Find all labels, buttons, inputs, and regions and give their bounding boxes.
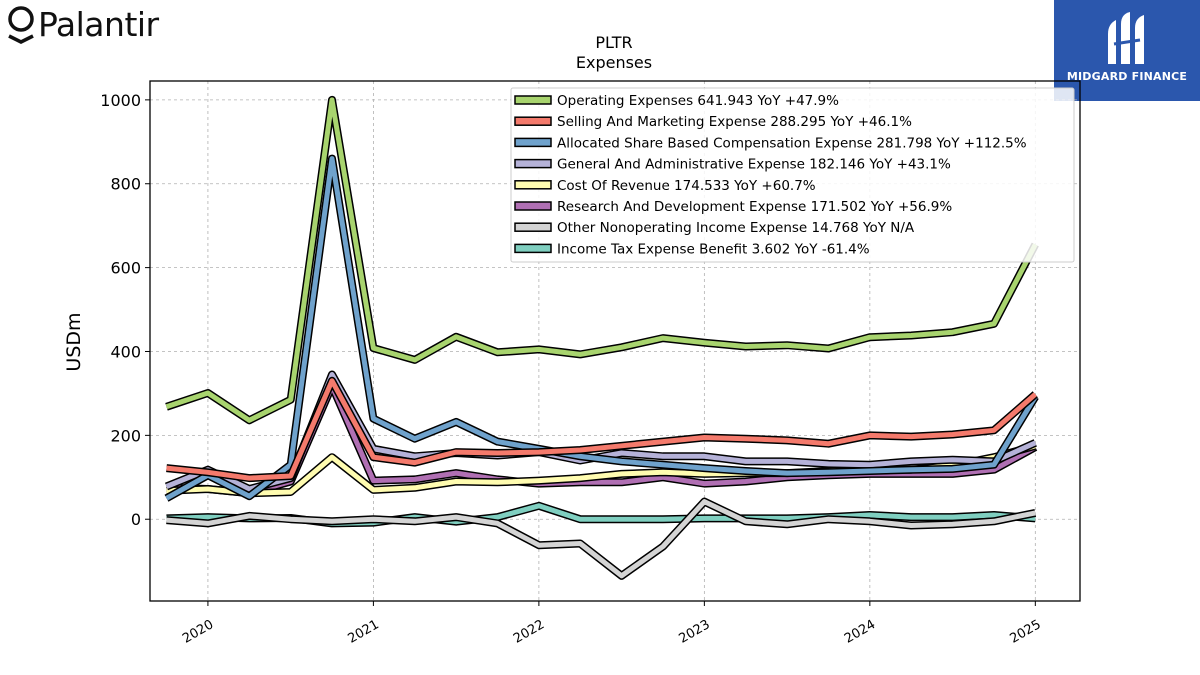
legend-swatch xyxy=(514,243,552,254)
legend-entry: Operating Expenses 641.943 YoY +47.9% xyxy=(557,93,839,109)
legend-entry: Allocated Share Based Compensation Expen… xyxy=(557,135,1027,151)
series-outline-other-nonoperating-income-expense xyxy=(166,497,1037,580)
x-tick-label: 2020 xyxy=(180,617,216,647)
x-tick-label: 2024 xyxy=(842,617,878,647)
x-tick-label: 2023 xyxy=(677,617,713,647)
x-tick-label: 2021 xyxy=(346,617,382,647)
y-tick-label: 0 xyxy=(131,510,141,529)
x-tick-label: 2025 xyxy=(1007,617,1043,647)
legend-entry: Research And Development Expense 171.502… xyxy=(557,199,952,215)
legend-swatch xyxy=(514,158,552,169)
legend-box xyxy=(510,87,1075,263)
chart-subtitle: Expenses xyxy=(576,53,652,72)
legend-swatch xyxy=(514,180,552,190)
x-tick-label: 2022 xyxy=(511,617,547,647)
series-line-selling-and-marketing-expense xyxy=(166,378,1037,481)
legend-swatch xyxy=(514,201,552,211)
series-layer xyxy=(164,95,1039,580)
y-tick-label: 600 xyxy=(110,259,141,278)
series-line-other-nonoperating-income-expense xyxy=(166,499,1036,579)
y-tick-label: 1000 xyxy=(100,91,141,110)
palantir-ring-icon xyxy=(8,6,34,44)
partner-name: MIDGARD FINANCE xyxy=(1066,70,1188,83)
chart-title: PLTR xyxy=(595,33,632,52)
y-axis-label: USDm xyxy=(63,312,85,371)
legend-swatch xyxy=(514,222,552,232)
legend: Operating Expenses 641.943 YoY +47.9% Sel… xyxy=(510,87,1075,263)
midgard-pillars-icon xyxy=(1108,12,1144,64)
palantir-brand: Palantir xyxy=(6,4,159,44)
legend-entry: Other Nonoperating Income Expense 14.768… xyxy=(557,220,915,236)
legend-entry: General And Administrative Expense 182.1… xyxy=(557,157,951,173)
y-tick-label: 800 xyxy=(110,175,141,194)
series-line-operating-expenses xyxy=(165,97,1038,423)
brand-name: Palantir xyxy=(38,4,159,44)
legend-entry: Cost Of Revenue 174.533 YoY +60.7% xyxy=(557,178,816,194)
partner-logo: MIDGARD FINANCE xyxy=(1054,0,1200,101)
legend-swatch xyxy=(514,95,552,105)
legend-entry: Selling And Marketing Expense 288.295 Yo… xyxy=(557,114,912,130)
plot-frame xyxy=(149,80,1081,602)
series-line-allocated-share-based-compensation-expense xyxy=(165,156,1038,501)
legend-swatch xyxy=(514,116,552,126)
legend-entry: Income Tax Expense Benefit 3.602 YoY -61… xyxy=(557,241,870,257)
y-tick-label: 400 xyxy=(110,342,141,361)
legend-swatch xyxy=(514,137,552,148)
y-tick-label: 200 xyxy=(110,426,141,445)
